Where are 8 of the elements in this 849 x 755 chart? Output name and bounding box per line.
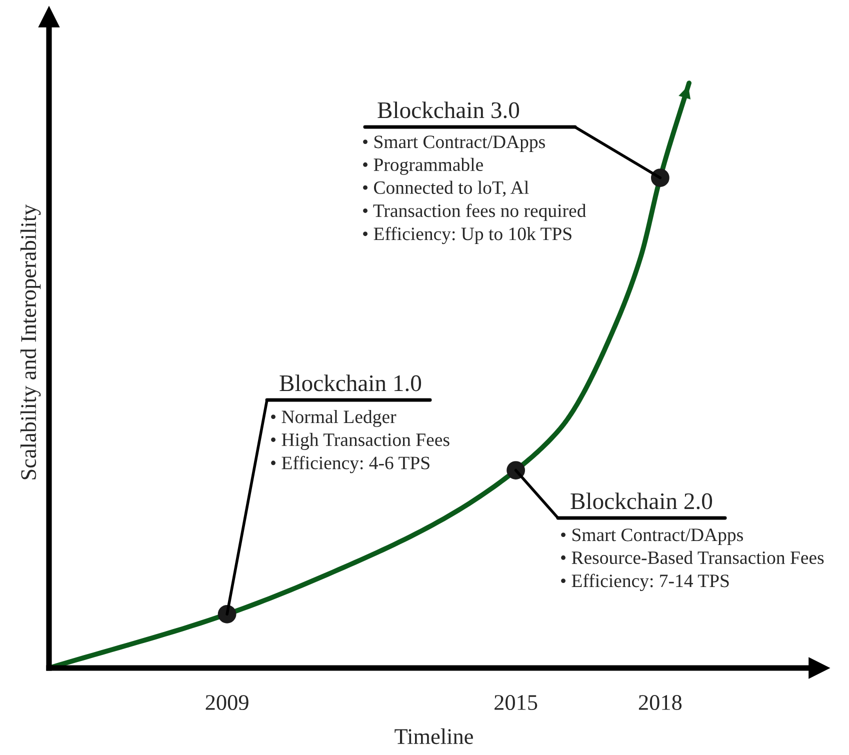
annotation: Blockchain 1.0 • Normal Ledger • High Transaction Fees • Efficiency: 4-6 TPS <box>271 374 450 474</box>
x-tick-label: 2018 <box>638 695 682 710</box>
annotation: Blockchain 3.0 • Smart Contract/DApps • Programmable • Connected to loT, Al • Transaction fees no required • Efficiency: Up to 10k TPS <box>363 102 586 244</box>
x-axis-title: Timeline <box>394 728 473 744</box>
x-tick-label: 2015 <box>494 695 538 710</box>
x-tick-label: 2009 <box>206 695 248 710</box>
annotation: Blockchain 2.0 • Smart Contract/DApps • Resource-Based Transaction Fees • Efficiency: 7-14 TPS <box>561 492 824 592</box>
y-axis-title: Scalability and Interoperability <box>20 204 41 480</box>
